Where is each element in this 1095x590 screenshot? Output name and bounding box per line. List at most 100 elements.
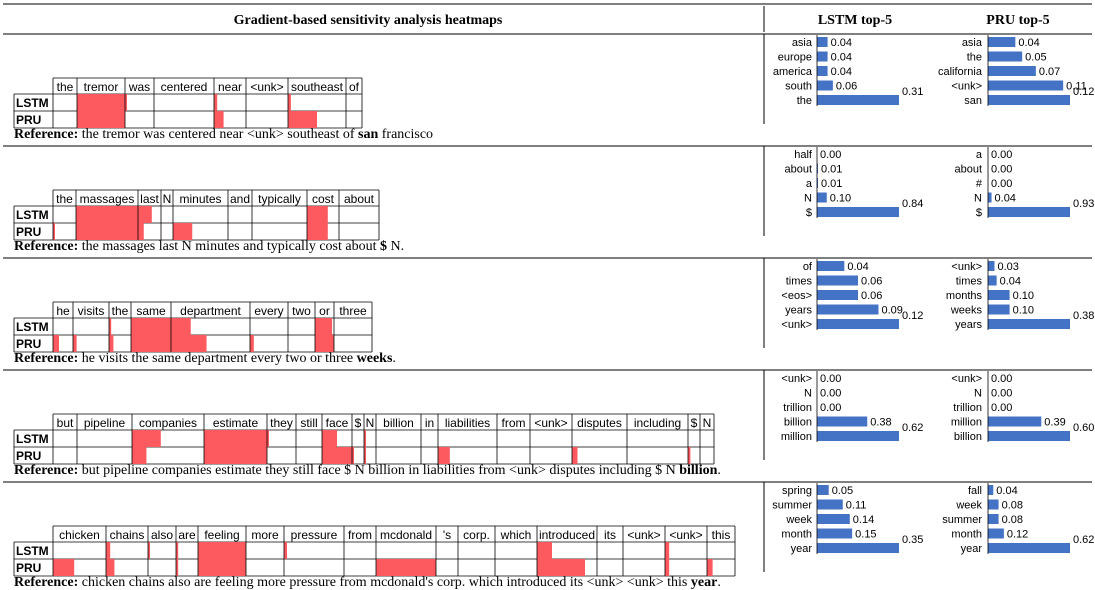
row-label-pru: PRU — [16, 561, 41, 575]
heat-cell-lstm — [106, 542, 111, 559]
pru-top5-value: 0.00 — [991, 388, 1012, 400]
lstm-top5-value: 0.15 — [855, 529, 876, 541]
lstm-top5-value: 0.04 — [847, 261, 868, 273]
pru-top5-word: month — [951, 529, 982, 541]
reference-tail: N. — [387, 239, 404, 254]
heat-cell-pru — [106, 559, 115, 576]
lstm-top5-bar — [817, 431, 899, 441]
heat-cell-lstm — [131, 318, 171, 335]
heat-cell-lstm — [125, 94, 127, 111]
heat-cell-pru — [138, 223, 144, 240]
heat-cell-pru — [131, 335, 171, 352]
token-label: pressure — [291, 528, 338, 542]
lstm-top5-value: 0.38 — [870, 417, 891, 429]
reference-context: chicken chains also are feeling more pre… — [82, 575, 691, 590]
reference-target: $ — [380, 239, 387, 254]
pru-top5-value: 0.05 — [1025, 52, 1046, 64]
pru-top5-bar — [988, 66, 1036, 76]
heat-cell-pru — [132, 447, 147, 464]
pru-top5-bar — [988, 207, 1070, 217]
lstm-top5-value: 0.00 — [820, 373, 841, 385]
heat-cell-lstm — [148, 542, 150, 559]
token-label: near — [218, 80, 242, 94]
pru-top5-word: <unk> — [951, 373, 982, 385]
pru-top5-word: summer — [942, 514, 982, 526]
pru-top5-bar — [988, 528, 1004, 539]
token-label: about — [344, 192, 375, 206]
lstm-top5-bar — [817, 499, 843, 510]
heat-cell-lstm — [284, 542, 287, 559]
pru-top5-bar — [988, 431, 1070, 441]
pru-top5-word: california — [938, 66, 983, 78]
token-label: minutes — [179, 192, 221, 206]
reference-context: the tremor was centered near <unk> south… — [82, 127, 358, 142]
token-label: same — [136, 304, 166, 318]
lstm-top5-word: of — [803, 261, 813, 273]
token-label: are — [178, 528, 196, 542]
lstm-top5-value: 0.35 — [902, 534, 923, 546]
token-label: <unk> — [534, 416, 567, 430]
heat-cell-lstm — [214, 94, 218, 111]
pru-top5-value: 0.12 — [1007, 529, 1028, 541]
pru-top5-value: 0.00 — [991, 178, 1012, 190]
token-label: also — [151, 528, 173, 542]
reference-target: san — [358, 127, 378, 142]
token-label: the — [112, 304, 129, 318]
token-label: typically — [258, 192, 301, 206]
token-label: pipeline — [84, 416, 126, 430]
token-label: introduced — [539, 528, 595, 542]
pru-top5-word: about — [954, 164, 982, 176]
lstm-top5-value: 0.04 — [831, 52, 852, 64]
pru-top5-value: 0.00 — [991, 149, 1012, 161]
row-label-lstm: LSTM — [16, 544, 49, 558]
token-label: he — [56, 304, 70, 318]
lstm-top5-value: 0.84 — [902, 198, 923, 210]
header-heatmaps: Gradient-based sensitivity analysis heat… — [234, 13, 503, 28]
token-label: in — [425, 416, 434, 430]
heat-cell-lstm — [288, 94, 291, 111]
token-label: corp. — [463, 528, 490, 542]
lstm-top5-bar — [817, 485, 829, 495]
heat-cell-pru — [376, 559, 436, 576]
heat-cell-lstm — [171, 318, 191, 335]
lstm-top5-word: <unk> — [781, 319, 812, 331]
pru-top5-bar — [988, 80, 1064, 91]
pru-top5-bar — [988, 275, 997, 286]
pru-top5-bar — [988, 290, 1010, 300]
heat-cell-pru — [688, 447, 691, 464]
heat-cell-lstm — [198, 542, 246, 559]
token-label: every — [254, 304, 283, 318]
heat-cell-lstm — [307, 206, 328, 223]
lstm-top5-word: <eos> — [781, 290, 812, 302]
heat-cell-pru — [176, 559, 179, 576]
pru-top5-value: 0.04 — [995, 193, 1016, 205]
token-label: cost — [312, 192, 335, 206]
lstm-top5-bar — [817, 290, 858, 300]
pru-top5-value: 0.04 — [1000, 276, 1021, 288]
pru-top5-bar — [988, 543, 1070, 553]
lstm-top5-word: times — [786, 276, 813, 288]
lstm-top5-value: 0.06 — [861, 290, 882, 302]
lstm-top5-word: half — [794, 149, 813, 161]
lstm-top5-bar — [817, 207, 899, 217]
token-label: disputes — [577, 416, 622, 430]
pru-top5-word: $ — [976, 207, 982, 219]
example-1: LSTM PRU the tremor was centered near <unk> sout… — [3, 33, 1094, 142]
row-label-lstm: LSTM — [16, 208, 49, 222]
lstm-top5-value: 0.11 — [846, 500, 867, 512]
lstm-top5-value: 0.10 — [830, 193, 851, 205]
pru-top5-word: billion — [954, 431, 982, 443]
token-label: from — [348, 528, 372, 542]
pru-top5-word: months — [946, 290, 983, 302]
lstm-top5-bar — [817, 416, 868, 427]
lstm-top5-value: 0.31 — [902, 86, 923, 98]
token-label: liabilities — [445, 416, 490, 430]
pru-top5-value: 0.38 — [1073, 310, 1094, 322]
pru-top5-word: the — [967, 52, 982, 64]
pru-top5-bar — [988, 51, 1023, 62]
reference-label: Reference: — [14, 239, 82, 254]
pru-top5-word: million — [951, 417, 982, 429]
row-label-pru: PRU — [16, 449, 41, 463]
token-label: from — [502, 416, 526, 430]
